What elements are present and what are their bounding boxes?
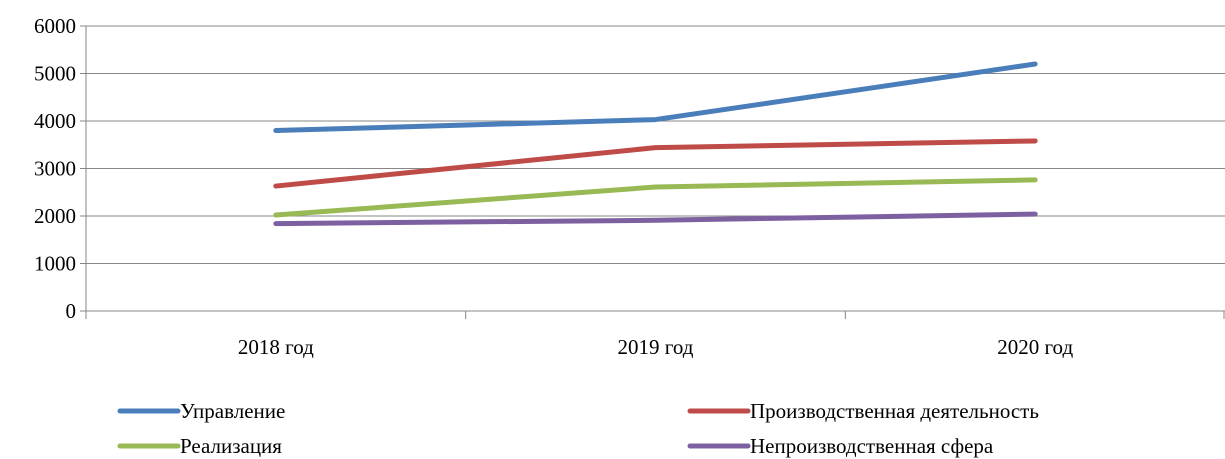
series-line bbox=[273, 177, 1038, 218]
x-tick-label: 2019 год bbox=[618, 335, 694, 359]
legend-item: Непроизводственная сфера bbox=[687, 434, 994, 458]
legend-item: Управление bbox=[117, 399, 285, 423]
legend-label: Производственная деятельность bbox=[750, 399, 1039, 423]
y-tick-label: 0 bbox=[66, 299, 77, 323]
legend-item: Реализация bbox=[117, 434, 282, 458]
y-tick-label: 6000 bbox=[34, 14, 76, 38]
y-tick-label: 4000 bbox=[34, 109, 76, 133]
axes: 0 1000 2000 3000 4000 5000 6000 2018 год 2019 го… bbox=[34, 14, 1225, 359]
legend-item: Производственная деятельность bbox=[687, 399, 1039, 423]
legend-label: Непроизводственная сфера bbox=[750, 434, 994, 458]
legend: Управление Производственная деятельность Р… bbox=[117, 399, 1039, 458]
y-tick-label: 1000 bbox=[34, 252, 76, 276]
series-line bbox=[273, 61, 1038, 133]
series-lines bbox=[273, 61, 1038, 227]
y-tick-label: 3000 bbox=[34, 157, 76, 181]
legend-label: Реализация bbox=[180, 434, 282, 458]
y-tick-label: 2000 bbox=[34, 204, 76, 228]
x-tick-label: 2020 год bbox=[997, 335, 1073, 359]
y-tick-label: 5000 bbox=[34, 62, 76, 86]
series-line bbox=[273, 138, 1038, 189]
series-line bbox=[273, 211, 1038, 227]
x-tick-label: 2018 год bbox=[238, 335, 314, 359]
legend-label: Управление bbox=[180, 399, 285, 423]
gridlines bbox=[86, 25, 1225, 264]
